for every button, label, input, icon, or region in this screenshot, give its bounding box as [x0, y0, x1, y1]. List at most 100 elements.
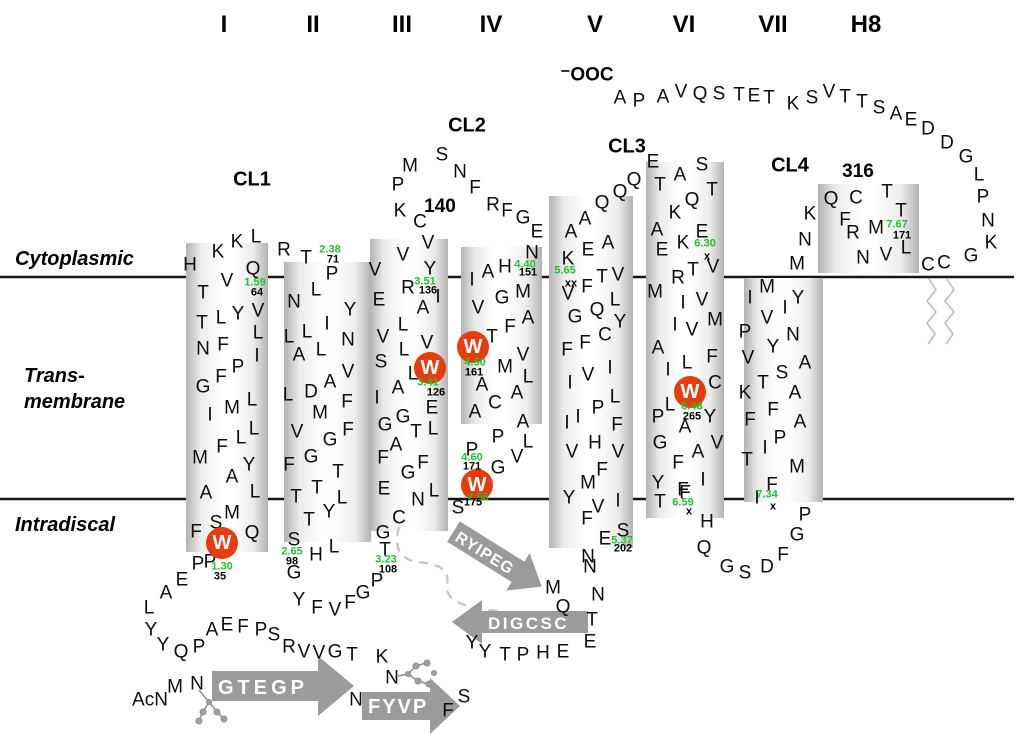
- residue-e3_loop: G: [719, 556, 735, 578]
- residue-i1_loop: Y: [292, 589, 306, 611]
- residue-n_terminus: Y: [144, 619, 158, 641]
- residue-c_terminus: G: [958, 146, 974, 168]
- bw-number: 3.23: [375, 553, 397, 566]
- residue-helix1: L: [248, 418, 260, 440]
- residue-n_terminus: V: [297, 641, 311, 663]
- bw-number: 4.60: [461, 451, 483, 464]
- residue-helix4: N: [525, 242, 539, 264]
- residue-helix5: V: [591, 496, 605, 518]
- residue-helix4: T: [486, 326, 498, 348]
- residue-helix6: L: [664, 394, 676, 416]
- residue-helix7: V: [760, 307, 774, 329]
- palmitoylation-icon: [943, 278, 956, 345]
- residue-helix4: I: [469, 269, 475, 291]
- region-label: Cytoplasmic: [15, 248, 134, 270]
- residue-helix7: S: [775, 362, 789, 384]
- residue-helix5: F: [581, 276, 593, 298]
- residue-cl2: E: [530, 221, 544, 243]
- residue-n_terminus: P: [254, 619, 268, 641]
- region-label: membrane: [24, 391, 126, 413]
- residue-e2_loop: P: [516, 644, 530, 666]
- residue-cl2: R: [486, 194, 500, 216]
- residue-helix6: F: [677, 479, 689, 501]
- residue-helix7: P: [773, 427, 787, 449]
- residue-helix6: T: [654, 491, 666, 513]
- residue-helix3: I: [374, 387, 380, 409]
- residue-n_terminus: S: [267, 624, 281, 646]
- residue-cl2: G: [515, 207, 531, 229]
- bw-number: 1.30: [211, 560, 233, 573]
- residue-helix4: P: [465, 439, 479, 461]
- bw-number: 3.41: [417, 376, 439, 389]
- residue-helix5: V: [561, 283, 575, 305]
- residue-helix1: L: [252, 322, 264, 344]
- residue-c_terminus: S: [872, 97, 886, 119]
- residue-helix4: A: [521, 307, 535, 329]
- residue-helix6: F: [679, 482, 691, 504]
- residue-helix1: T: [196, 312, 208, 334]
- residue-helix6: K: [676, 232, 690, 254]
- residue-helix5: V: [611, 441, 625, 463]
- bw-number: 5.37: [611, 534, 633, 547]
- residue-helix6: I: [700, 469, 706, 491]
- residue-e2_loop: E: [583, 631, 597, 653]
- residue-helix7: A: [793, 411, 807, 433]
- residue-helix5: G: [567, 306, 583, 328]
- residue-e3_loop: G: [789, 524, 805, 546]
- residue-helix7: M: [789, 253, 805, 275]
- residue-c_terminus: S: [805, 87, 819, 109]
- helix-cylinder-V: [549, 196, 633, 548]
- bw-number: 4.50: [464, 356, 486, 369]
- residue-helix3: E: [372, 289, 386, 311]
- helix-cylinder-VI: [646, 162, 724, 518]
- residue-helix1: K: [211, 241, 225, 263]
- residue-c_terminus: T: [856, 91, 868, 113]
- residue-helix3: V: [420, 332, 434, 354]
- residue-h8: F: [839, 209, 851, 231]
- residue-c_terminus: A: [613, 87, 627, 109]
- beta-strand-label: GTEGP: [218, 677, 308, 699]
- residue-n_terminus: N: [349, 689, 363, 711]
- residue-helix2: T: [332, 461, 344, 483]
- bw-number: 3.51: [414, 275, 436, 288]
- residue-helix7: T: [757, 372, 769, 394]
- residue-helix3: L: [397, 314, 409, 336]
- residue-helix1: V: [220, 270, 234, 292]
- residue-helix2: Y: [322, 501, 336, 523]
- helix-label-H8: H8: [850, 11, 882, 38]
- residue-helix5: I: [567, 372, 573, 394]
- residue-helix7: I: [762, 437, 768, 459]
- residue-helix5: H: [588, 432, 602, 454]
- residue-helix1: K: [230, 231, 244, 253]
- residue-helix7: P: [738, 321, 752, 343]
- residue-helix1: P: [231, 356, 245, 378]
- residue-helix5: L: [609, 386, 621, 408]
- residue-helix1: A: [225, 466, 239, 488]
- residue-helix4: A: [510, 382, 524, 404]
- residue-n_terminus: P: [191, 553, 205, 575]
- residue-helix1: M: [224, 502, 240, 524]
- residue-e2_loop: M: [545, 577, 561, 599]
- residue-helix2: L: [310, 279, 322, 301]
- residue-helix3: K: [393, 200, 407, 222]
- residue-helix4: A: [516, 411, 530, 433]
- residue-helix1: Y: [231, 303, 245, 325]
- region-label: Intradiscal: [15, 514, 116, 536]
- residue-helix3: A: [416, 297, 430, 319]
- residue-helix6: Y: [651, 472, 665, 494]
- residue-helix6: C: [708, 372, 722, 394]
- residue-helix5: F: [581, 508, 593, 530]
- residue-i1_loop: F: [344, 592, 356, 614]
- residue-helix5: T: [596, 266, 608, 288]
- sequence-number: xx: [564, 277, 578, 290]
- residue-helix4: V: [516, 344, 530, 366]
- residue-c_terminus: V: [822, 81, 836, 103]
- residue-cl2: P: [391, 174, 405, 196]
- residue-h8: C: [849, 187, 863, 209]
- residue-c_terminus: A: [889, 103, 903, 125]
- sequence-number: 161: [464, 366, 484, 379]
- helix-label-III: III: [391, 11, 413, 38]
- residue-helix6: I: [665, 359, 671, 381]
- residue-helix2: V: [341, 361, 355, 383]
